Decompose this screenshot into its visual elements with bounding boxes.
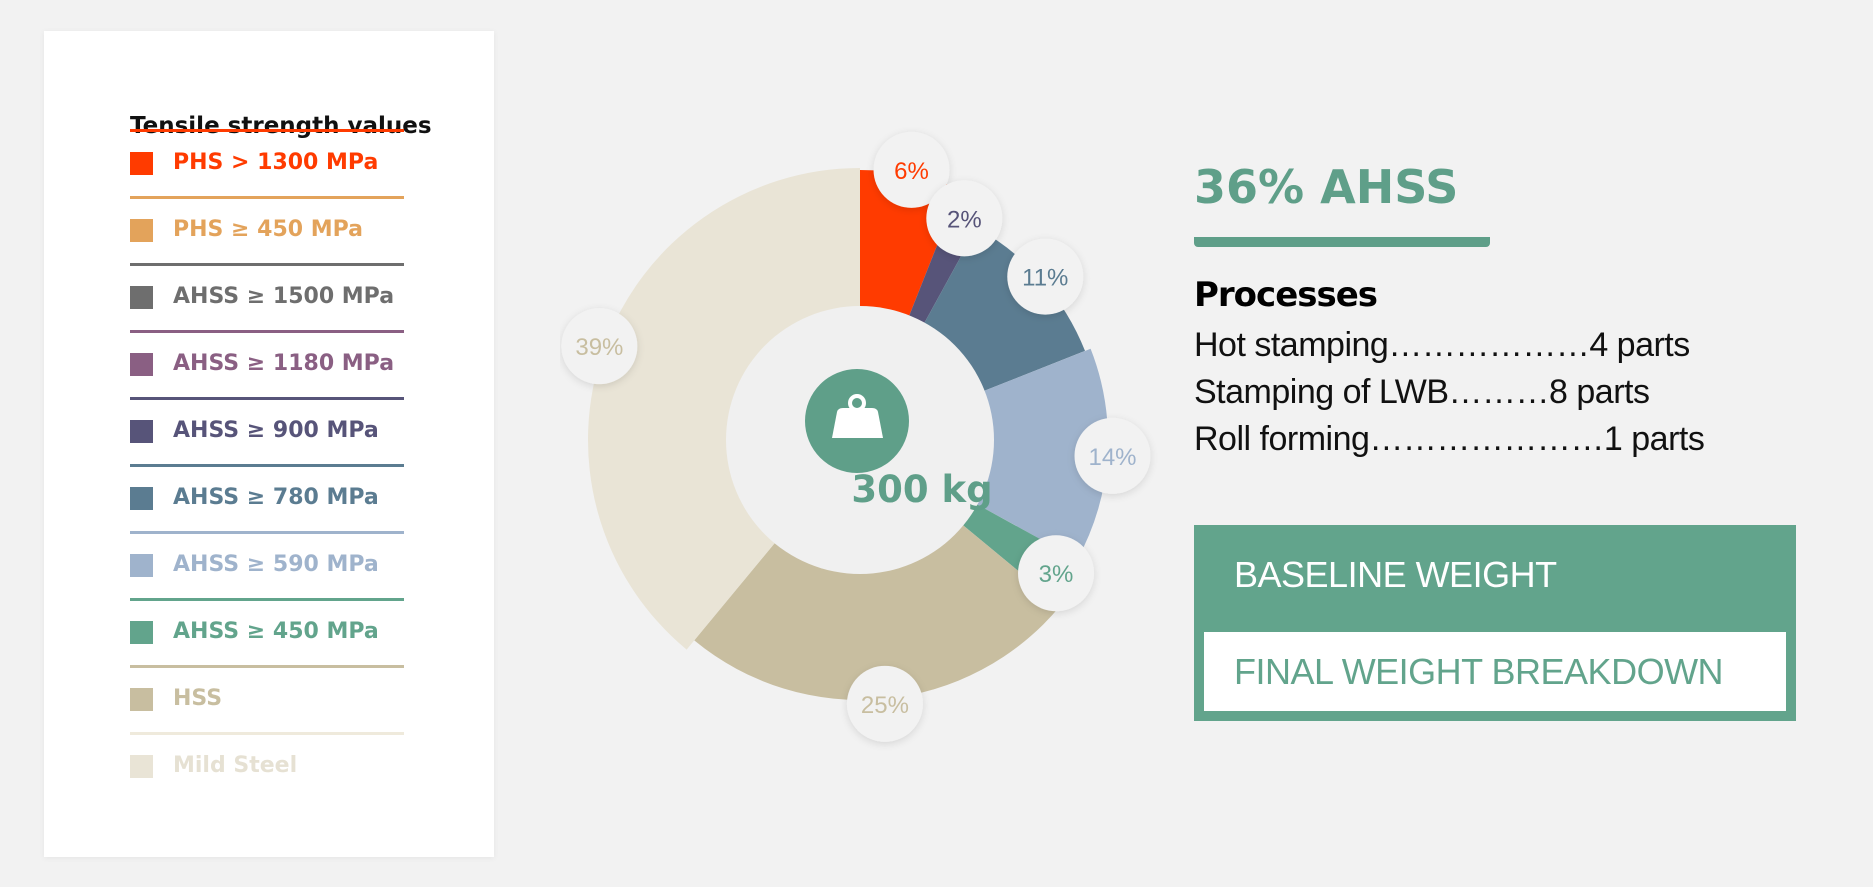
legend-item: AHSS ≥ 780 MPa [130,464,404,531]
slice-label: 11% [1007,238,1084,315]
donut-chart-svg: 6% 2% 11% 14% 3% 25% 39% [561,131,1151,742]
legend-label: HSS [173,686,223,711]
legend-swatch [130,286,153,309]
slice-label: 3% [1018,535,1095,612]
legend-swatch [130,621,153,644]
slice-percent-label: 11% [1022,265,1068,292]
process-row-hot-stamping: Hot stamping………………4 parts [1194,326,1690,364]
slice-label: 39% [561,308,638,385]
slice-percent-label: 6% [894,158,929,185]
legend-swatch [130,152,153,175]
slice-percent-label: 39% [575,334,623,361]
processes-list: Hot stamping………………4 parts Stamping of LW… [1194,326,1705,467]
slice-percent-label: 14% [1088,444,1136,471]
legend-label: PHS ≥ 450 MPa [173,217,363,242]
legend-item: AHSS ≥ 1180 MPa [130,330,404,397]
legend-item: PHS > 1300 MPa [130,129,404,196]
legend-label: AHSS ≥ 450 MPa [173,619,379,644]
legend-label: PHS > 1300 MPa [173,150,379,175]
legend-label: Mild Steel [173,753,298,778]
legend-swatch [130,353,153,376]
process-row-stamping-lwb: Stamping of LWB………8 parts [1194,373,1650,411]
legend-item: HSS [130,665,404,732]
legend-item: AHSS ≥ 450 MPa [130,598,404,665]
legend-swatch [130,420,153,443]
legend-swatch [130,688,153,711]
final-weight-breakdown-button[interactable]: FINAL WEIGHT BREAKDOWN [1204,632,1786,711]
slice-label: 25% [846,665,923,742]
baseline-weight-breakdown-button[interactable]: BASELINE WEIGHT BREAKDOWN [1234,554,1556,695]
legend-item: PHS ≥ 450 MPa [130,196,404,263]
legend-label: AHSS ≥ 780 MPa [173,485,379,510]
legend-item: AHSS ≥ 900 MPa [130,397,404,464]
processes-title: Processes [1194,275,1378,315]
legend-item: Mild Steel [130,732,404,799]
slice-percent-label: 2% [947,206,982,233]
legend-swatch [130,219,153,242]
legend-label: AHSS ≥ 1180 MPa [173,351,395,376]
legend-label: AHSS ≥ 900 MPa [173,418,379,443]
legend-swatch [130,755,153,778]
legend-label: AHSS ≥ 590 MPa [173,552,379,577]
center-weight-label: 300 kg [851,468,993,511]
legend-list: PHS > 1300 MPa PHS ≥ 450 MPa AHSS ≥ 1500 M… [130,129,404,799]
weight-icon [805,369,909,473]
legend-swatch [130,554,153,577]
ahss-headline: 36% AHSS [1194,160,1459,214]
donut-slice [587,168,860,650]
slice-label: 14% [1074,417,1151,494]
legend-swatch [130,487,153,510]
slice-percent-label: 3% [1039,561,1074,588]
legend-panel: Tensile strength values PHS > 1300 MPa PH… [44,31,494,857]
breakdown-toggle: BASELINE WEIGHT BREAKDOWN FINAL WEIGHT B… [1194,525,1796,721]
legend-item: AHSS ≥ 590 MPa [130,531,404,598]
slice-label: 2% [926,180,1003,257]
headline-underline [1194,237,1490,247]
slice-label: 6% [873,131,950,208]
donut-chart: 6% 2% 11% 14% 3% 25% 39% 300 kg [560,90,1200,790]
legend-item: AHSS ≥ 1500 MPa [130,263,404,330]
slice-percent-label: 25% [861,692,909,719]
process-row-roll-forming: Roll forming…………………1 parts [1194,420,1705,458]
legend-title: Tensile strength values [130,113,432,139]
legend-label: AHSS ≥ 1500 MPa [173,284,395,309]
